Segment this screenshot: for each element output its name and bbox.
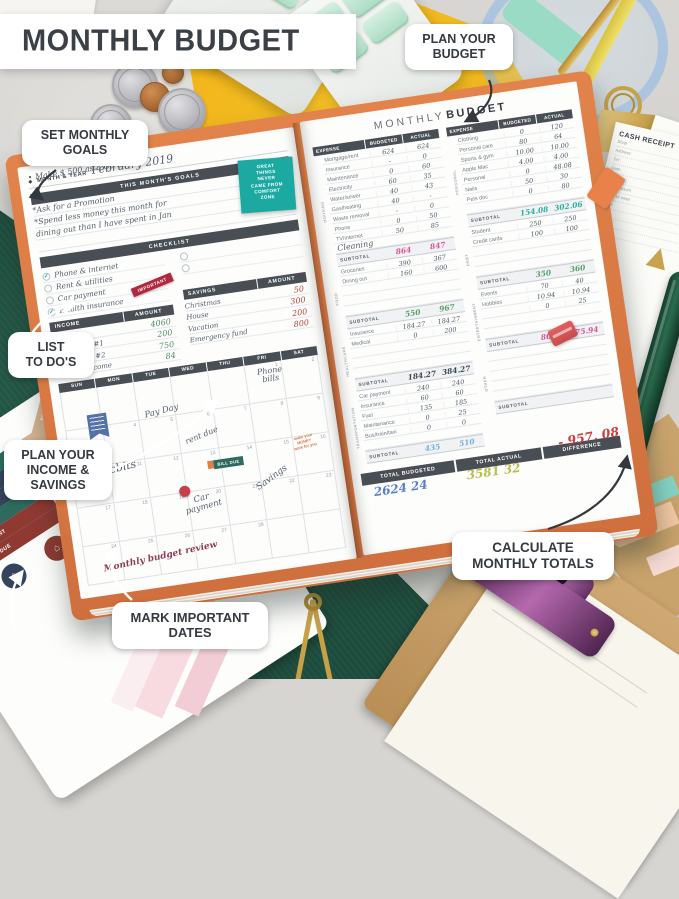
red-dot-sticker — [178, 484, 192, 498]
subtotal-label: SUBTOTAL — [498, 400, 529, 411]
expense-section: HOUSING Mortgage/rent 624 624 Insurance — [320, 137, 456, 268]
subtotal-budgeted: 435 — [424, 442, 441, 454]
checkbox-circle — [178, 251, 188, 261]
callout-plan-budget: PLAN YOUR BUDGET — [405, 24, 513, 70]
quote-sticker: GREAT THINGS NEVER CAME FROM COMFORT ZON… — [237, 156, 297, 214]
callout-mark-dates: MARK IMPORTANT DATES — [112, 602, 268, 649]
title-budget: BUDGET — [445, 100, 508, 122]
phone-bills-note: Phone bills — [256, 364, 283, 385]
section-rows: Mortgage/rent 624 624 Insurance - 0 — [321, 137, 454, 255]
checkbox-circle — [180, 263, 190, 273]
expense-section: PERSONAL Clothing 0 120 Personal care — [452, 118, 587, 228]
ribbon-sticker — [87, 412, 110, 440]
subtotal-label: SUBTOTAL — [368, 450, 400, 460]
budget-review-note: Monthly budget review — [103, 539, 219, 575]
bill-due-label: BILL DUE — [212, 455, 245, 469]
callout-plan-income: PLAN YOUR INCOME & SAVINGS — [4, 440, 112, 501]
checkbox-circle — [43, 283, 53, 293]
savings-note: Savings — [254, 462, 290, 493]
callout-calc-totals: CALCULATE MONTHLY TOTALS — [452, 532, 614, 580]
expense-section: TRANSPORTATION Car payment 240 240 Insur… — [351, 374, 485, 464]
callout-list-todos: LIST TO DO'S — [8, 332, 94, 378]
banner-title: MONTHLY BUDGET — [22, 24, 300, 58]
checkbox-circle — [45, 295, 55, 305]
callout-set-goals: SET MONTHLY GOALS — [22, 120, 148, 166]
rent-due-note: rent due — [184, 424, 220, 447]
subtotal-actual: 510 — [458, 436, 476, 449]
subtotal-budgeted — [545, 396, 579, 401]
checkbox-circle: ✓ — [47, 307, 57, 317]
checkbox-circle: ✓ — [41, 271, 51, 281]
payday-note: Pay Day — [143, 402, 180, 421]
money-sticker: make your MONEY work for you — [292, 431, 317, 452]
bill-due-sticker: BILL DUE — [206, 455, 245, 470]
title-banner: MONTHLY BUDGET — [0, 14, 356, 69]
subtotal-actual — [579, 391, 613, 396]
